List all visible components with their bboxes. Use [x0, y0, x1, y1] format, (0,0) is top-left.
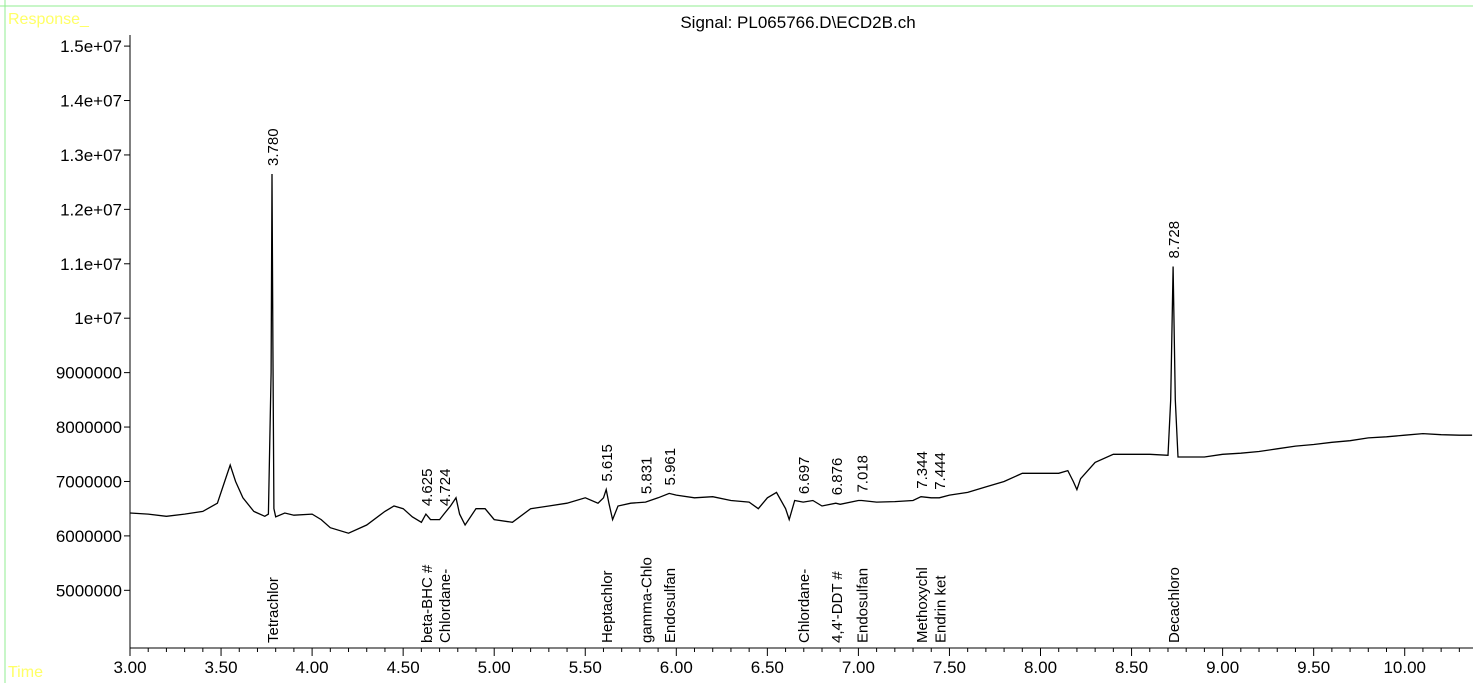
peak-rt-label: 4.625 [419, 469, 436, 507]
y-tick-label: 6000000 [56, 527, 122, 546]
x-tick-label: 9.50 [1297, 658, 1330, 677]
x-tick-label: 7.50 [933, 658, 966, 677]
x-tick-label: 6.00 [660, 658, 693, 677]
compound-label: Methoxychl [914, 567, 931, 643]
peak-rt-label: 5.831 [639, 457, 656, 495]
peak-rt-label: 7.444 [932, 452, 949, 490]
y-tick-label: 1.1e+07 [60, 255, 122, 274]
y-tick-label: 5000000 [56, 581, 122, 600]
peak-rt-label: 3.780 [265, 128, 282, 166]
compound-label: Endrin ket [932, 575, 949, 643]
compound-label: beta-BHC # [419, 564, 436, 643]
compound-label: Heptachlor [599, 570, 616, 643]
x-tick-label: 4.00 [296, 658, 329, 677]
compound-label: gamma-Chlo [639, 557, 656, 643]
x-tick-label: 9.00 [1206, 658, 1239, 677]
peak-rt-label: 5.615 [599, 444, 616, 482]
y-tick-label: 1.2e+07 [60, 200, 122, 219]
x-tick-label: 5.50 [569, 658, 602, 677]
compound-label: Chlordane- [437, 569, 454, 643]
x-tick-label: 8.00 [1024, 658, 1057, 677]
x-tick-label: 3.00 [113, 658, 146, 677]
compound-label: Endosulfan [662, 568, 679, 643]
y-tick-label: 9000000 [56, 364, 122, 383]
peak-rt-label: 6.697 [796, 457, 813, 495]
peak-rt-label: 5.961 [662, 448, 679, 486]
x-tick-label: 6.50 [751, 658, 784, 677]
y-tick-label: 8000000 [56, 418, 122, 437]
y-tick-label: 1.4e+07 [60, 92, 122, 111]
x-tick-label: 4.50 [387, 658, 420, 677]
y-tick-label: 1.3e+07 [60, 146, 122, 165]
x-tick-label: 10.00 [1383, 658, 1426, 677]
compound-label: Tetrachlor [265, 577, 282, 643]
peak-rt-label: 6.876 [829, 458, 846, 496]
x-axis-label: Time [8, 664, 43, 681]
x-tick-label: 7.00 [842, 658, 875, 677]
trace [129, 173, 1473, 534]
peak-rt-label: 7.018 [855, 455, 872, 493]
y-tick-label: 1.5e+07 [60, 37, 122, 56]
compound-label: Endosulfan [855, 568, 872, 643]
peak-rt-label: 7.344 [914, 451, 931, 489]
y-tick-label: 7000000 [56, 472, 122, 491]
compound-label: 4,4'-DDT # [829, 571, 846, 643]
compound-label: Decachloro [1166, 567, 1183, 643]
x-tick-label: 3.50 [205, 658, 238, 677]
x-tick-label: 5.00 [478, 658, 511, 677]
peak-rt-label: 4.724 [437, 469, 454, 507]
y-axis-label: Response_ [8, 11, 90, 28]
x-tick-label: 8.50 [1115, 658, 1148, 677]
compound-label: Chlordane- [796, 569, 813, 643]
y-tick-label: 1e+07 [74, 309, 122, 328]
peak-rt-label: 8.728 [1166, 221, 1183, 259]
chart-title: Signal: PL065766.D\ECD2B.ch [680, 13, 915, 32]
